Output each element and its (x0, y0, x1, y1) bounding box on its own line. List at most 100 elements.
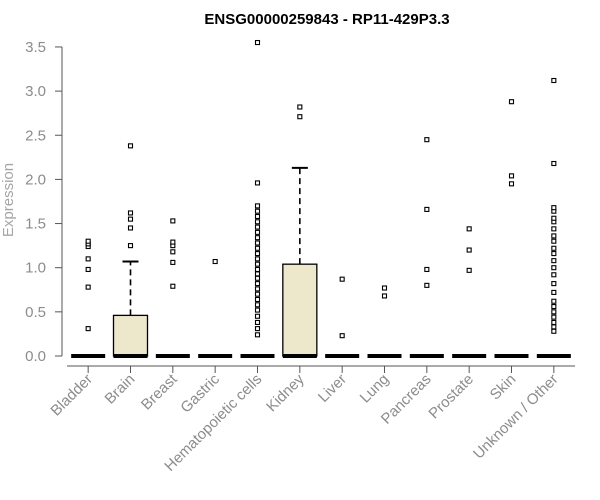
outlier-point (551, 298, 557, 304)
outlier-point (254, 291, 261, 297)
outlier-point (254, 266, 261, 273)
outlier-point (508, 99, 515, 105)
outlier-point (551, 226, 557, 232)
box-liver (325, 276, 360, 358)
outlier-point (254, 271, 261, 277)
outlier-point (551, 304, 557, 310)
outlier-point (254, 229, 261, 235)
x-tick-label: Brain (102, 371, 139, 408)
box-gastric (198, 258, 233, 358)
outlier-point (254, 286, 261, 292)
box-hematopoietic-cells (240, 39, 275, 358)
outlier-point (551, 238, 557, 244)
box-breast (155, 218, 190, 358)
outlier-point (254, 261, 261, 267)
outlier-point (551, 233, 557, 239)
outlier-point (551, 324, 557, 330)
outlier-point (254, 275, 261, 281)
outlier-point (254, 281, 261, 287)
y-tick-label: 1.5 (25, 216, 46, 233)
box-skin (494, 99, 529, 358)
x-tick-label: Bladder (47, 371, 96, 420)
outlier-point (508, 181, 515, 187)
x-tick-label: Liver (315, 371, 350, 406)
outlier-point (127, 210, 134, 216)
outlier-point (551, 319, 557, 325)
outlier-point (212, 258, 218, 265)
box-bladder (71, 238, 106, 358)
y-axis-ticks: 0.0 0.5 1.0 1.5 2.0 2.5 3.0 3.5 (25, 39, 62, 365)
box-lung (367, 285, 402, 358)
outlier-point (254, 235, 261, 241)
outlier-point (551, 251, 557, 257)
outlier-point (508, 173, 515, 179)
outlier-point (466, 267, 472, 273)
outlier-point (127, 143, 134, 149)
outlier-point (254, 251, 261, 257)
y-tick-label: 3.5 (25, 39, 46, 56)
outlier-point (424, 266, 430, 273)
outlier-point (254, 313, 261, 319)
outlier-point (551, 245, 557, 251)
outlier-point (170, 239, 176, 245)
outlier-point (339, 276, 345, 282)
outlier-point (254, 240, 261, 246)
outlier-point (551, 328, 557, 334)
outlier-point (254, 319, 261, 325)
box-kidney (282, 104, 318, 358)
outlier-point (254, 326, 261, 332)
outlier-point (254, 208, 261, 214)
y-tick-label: 2.0 (25, 171, 46, 188)
y-tick-label: 2.5 (25, 127, 46, 144)
outlier-point (127, 243, 134, 249)
outlier-point (127, 216, 134, 222)
outlier-point (381, 293, 388, 299)
outlier-point (170, 218, 176, 224)
outlier-point (551, 281, 557, 287)
outlier-point (381, 285, 388, 291)
outlier-point (85, 266, 91, 273)
outlier-point (254, 224, 261, 230)
x-tick-label: Breast (138, 370, 181, 413)
outlier-point (551, 309, 557, 315)
outlier-point (170, 283, 176, 289)
x-tick-label: Lung (357, 371, 393, 407)
outlier-point (297, 114, 303, 120)
outlier-point (254, 203, 261, 209)
box-brain (112, 143, 149, 358)
y-axis-label: Expression (0, 163, 17, 237)
outlier-point (339, 333, 345, 339)
outlier-point (254, 219, 261, 225)
outlier-point (424, 206, 430, 212)
outlier-point (85, 256, 91, 262)
y-tick-label: 0.5 (25, 304, 46, 321)
box-pancreas (409, 137, 444, 358)
outlier-point (551, 215, 557, 221)
box-iqr (112, 314, 149, 357)
outlier-point (551, 272, 557, 278)
box-prostate (452, 226, 487, 358)
outlier-point (254, 180, 261, 186)
outlier-point (551, 289, 557, 295)
outlier-point (254, 256, 261, 262)
outlier-point (254, 332, 261, 338)
outlier-point (85, 284, 91, 290)
outlier-point (254, 296, 261, 303)
outlier-point (466, 247, 472, 253)
outlier-point (254, 245, 261, 251)
outlier-point (551, 258, 557, 264)
x-tick-label: Kidney (263, 370, 308, 415)
outlier-point (551, 265, 557, 271)
outlier-point (127, 225, 134, 231)
outlier-point (254, 307, 261, 313)
y-tick-label: 1.0 (25, 260, 46, 277)
outlier-point (424, 137, 430, 143)
box-series (71, 39, 571, 358)
outlier-point (551, 205, 557, 211)
y-tick-label: 3.0 (25, 83, 46, 100)
box-iqr (282, 263, 318, 357)
outlier-point (297, 104, 303, 110)
outlier-point (170, 249, 176, 255)
